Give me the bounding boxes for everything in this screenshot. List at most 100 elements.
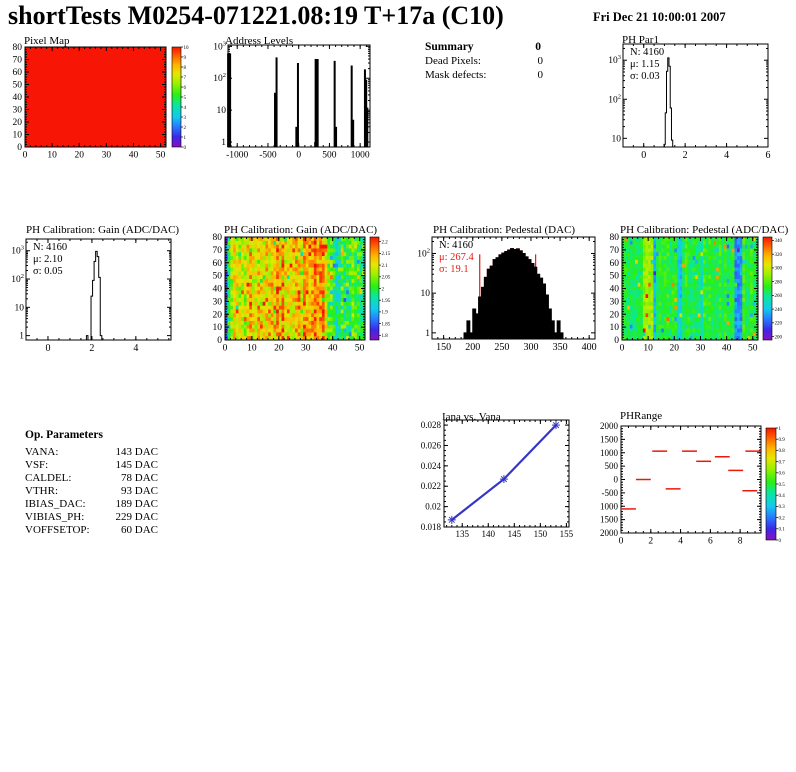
svg-text:0: 0	[17, 143, 22, 153]
svg-text:1: 1	[221, 138, 226, 148]
gain-map-chart: 0 10 20 30 40 50 0 10 20 30 40 50 60 70 80 2.2 2.15 2.1 2.…	[213, 222, 405, 357]
svg-text:500: 500	[605, 461, 619, 471]
svg-text:σ: 0.03: σ: 0.03	[630, 71, 660, 82]
summary-row-mask-defects: Mask defects: 0	[425, 69, 547, 81]
svg-text:50: 50	[156, 151, 166, 161]
svg-text:0: 0	[184, 146, 187, 151]
svg-text:1: 1	[425, 329, 430, 339]
svg-text:260: 260	[775, 294, 783, 299]
svg-text:1.9: 1.9	[382, 311, 389, 316]
svg-text:200: 200	[775, 335, 783, 340]
svg-text:N: 4160: N: 4160	[439, 240, 473, 251]
svg-text:2: 2	[89, 343, 94, 354]
svg-text:2.1: 2.1	[382, 264, 389, 269]
ph-par1-chart: 0 2 4 6 10 102 103 N: 4160 μ: 1.15 σ: 0.03	[608, 35, 796, 161]
svg-text:10: 10	[47, 151, 57, 161]
svg-text:0.3: 0.3	[779, 505, 786, 510]
svg-text:30: 30	[213, 297, 223, 307]
svg-text:103: 103	[608, 54, 621, 66]
svg-text:250: 250	[494, 342, 509, 353]
svg-text:μ: 267.4: μ: 267.4	[439, 252, 475, 263]
svg-text:2.05: 2.05	[382, 276, 391, 281]
vsf-value: 145 DAC	[115, 459, 158, 471]
svg-text:0: 0	[641, 150, 646, 161]
svg-text:70: 70	[610, 246, 620, 256]
svg-text:20: 20	[274, 344, 284, 354]
svg-text:0.024: 0.024	[421, 461, 442, 471]
pixel-map-chart: 0 10 20 30 40 50 0 10 20 30 40 50 60 70 80 10 9 8 7 6 5 4 3 2 1 0	[8, 35, 200, 161]
svg-text:20: 20	[610, 310, 620, 320]
svg-text:6: 6	[766, 150, 771, 161]
svg-text:5: 5	[184, 96, 187, 101]
vibias-ph-value: 229 DAC	[115, 511, 158, 523]
svg-text:1500: 1500	[600, 434, 619, 444]
vthr-value: 93 DAC	[121, 485, 158, 497]
svg-text:2000: 2000	[600, 421, 619, 431]
svg-text:20: 20	[74, 151, 84, 161]
svg-text:0: 0	[217, 336, 222, 346]
address-levels-title: Address Levels	[225, 35, 294, 47]
caldel-value: 78 DAC	[121, 472, 158, 484]
svg-text:103: 103	[213, 40, 226, 52]
svg-text:8: 8	[738, 537, 743, 547]
svg-text:150: 150	[534, 529, 548, 539]
svg-text:500: 500	[322, 151, 337, 161]
svg-text:50: 50	[13, 81, 23, 91]
svg-text:0.6: 0.6	[779, 472, 786, 477]
svg-text:0: 0	[779, 539, 782, 544]
svg-text:60: 60	[13, 68, 23, 78]
op-param-row: VIBIAS_PH: 229 DAC	[25, 511, 158, 524]
op-param-row: VOFFSETOP: 60 DAC	[25, 524, 158, 537]
svg-text:0: 0	[296, 151, 301, 161]
pedestal-map-chart: 0 10 20 30 40 50 0 10 20 30 40 50 60 70 80 340 320 300 280…	[608, 222, 796, 357]
svg-text:50: 50	[355, 344, 365, 354]
svg-text:1.8: 1.8	[382, 334, 389, 339]
pedestal-hist-title: PH Calibration: Pedestal (DAC)	[433, 224, 576, 236]
op-param-row: IBIAS_DAC: 189 DAC	[25, 498, 158, 511]
svg-text:60: 60	[213, 259, 223, 269]
svg-text:280: 280	[775, 280, 783, 285]
voffsetop-label: VOFFSETOP:	[25, 524, 90, 536]
svg-text:0: 0	[223, 344, 228, 354]
svg-text:20: 20	[670, 344, 680, 354]
svg-text:102: 102	[11, 273, 24, 285]
svg-text:320: 320	[775, 253, 783, 258]
svg-text:10: 10	[213, 323, 223, 333]
svg-text:0: 0	[45, 343, 50, 354]
svg-text:10: 10	[184, 46, 190, 51]
svg-text:30: 30	[610, 297, 620, 307]
svg-text:0: 0	[620, 344, 625, 354]
svg-text:N: 4160: N: 4160	[33, 242, 67, 253]
svg-text:2.2: 2.2	[382, 240, 389, 245]
summary-title: Summary	[425, 41, 474, 53]
svg-text:0: 0	[614, 336, 619, 346]
vana-label: VANA:	[25, 446, 59, 458]
svg-text:155: 155	[560, 529, 574, 539]
svg-text:300: 300	[775, 267, 783, 272]
svg-text:40: 40	[722, 344, 732, 354]
svg-text:4: 4	[184, 106, 187, 111]
gain-map-title: PH Calibration: Gain (ADC/DAC)	[224, 224, 378, 236]
svg-text:50: 50	[748, 344, 758, 354]
svg-text:μ: 1.15: μ: 1.15	[630, 59, 660, 70]
svg-text:30: 30	[696, 344, 706, 354]
svg-text:30: 30	[301, 344, 311, 354]
gain-histogram-chart: 0 2 4 1 10 102 103 N: 4160 μ: 2.10 σ: 0.05	[8, 222, 200, 357]
ph-range-title: PHRange	[620, 410, 663, 422]
op-parameters-title: Op. Parameters	[25, 429, 103, 441]
gain-hist-title: PH Calibration: Gain (ADC/DAC)	[26, 224, 180, 236]
ph-par1-title: PH Par1	[622, 34, 659, 46]
svg-text:-1000: -1000	[226, 151, 248, 161]
svg-text:10: 10	[247, 344, 257, 354]
svg-text:σ: 0.05: σ: 0.05	[33, 266, 63, 277]
svg-text:9: 9	[184, 56, 187, 61]
svg-text:10: 10	[643, 344, 653, 354]
vthr-label: VTHR:	[25, 485, 58, 497]
svg-text:0: 0	[23, 151, 28, 161]
vana-value: 143 DAC	[115, 446, 158, 458]
pedestal-map-title: PH Calibration: Pedestal (ADC/DAC)	[620, 224, 789, 236]
op-param-row: CALDEL: 78 DAC	[25, 472, 158, 485]
svg-text:2: 2	[683, 150, 688, 161]
svg-text:70: 70	[213, 246, 223, 256]
summary-row-dead-pixels: Dead Pixels: 0	[425, 55, 547, 67]
